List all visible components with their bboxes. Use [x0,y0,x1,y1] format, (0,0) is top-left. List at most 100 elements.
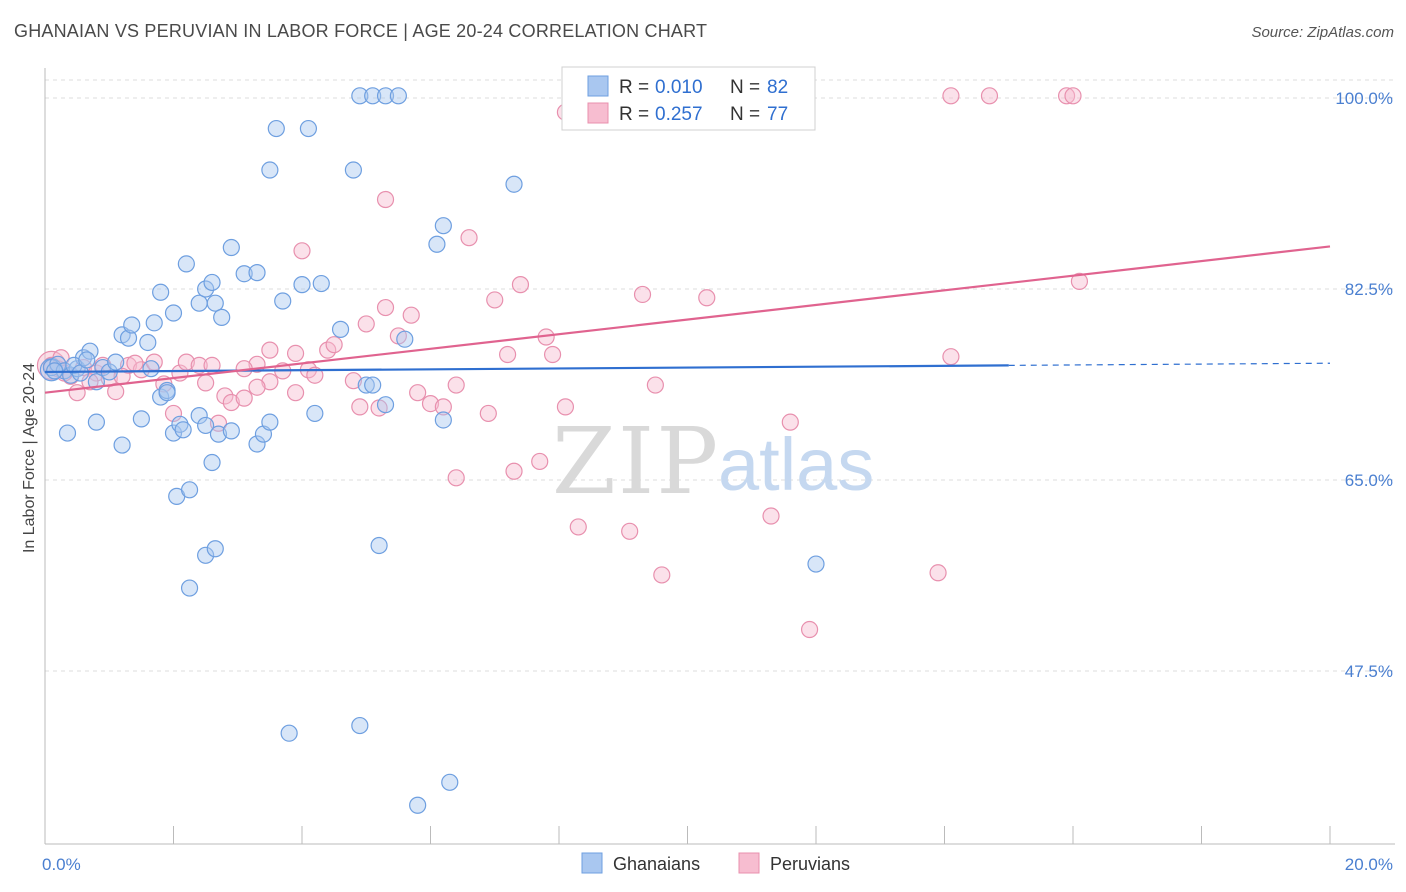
peruvians-points [36,87,1089,639]
peruvians-point [762,507,780,525]
ghanaians-point [177,255,195,273]
peruvians-point [376,190,395,209]
peruvians-point [499,345,517,364]
ghanaians-point [171,415,189,433]
y-tick-label: 47.5% [1345,662,1393,681]
ghanaians-point [222,422,240,440]
legend-box: R = 0.010 N = 82 R = 0.257 N = 77 [561,66,816,131]
y-axis-label: In Labor Force | Age 20-24 [21,363,38,553]
ghanaians-point [174,421,192,439]
legend-n-value-1: 82 [767,77,788,98]
ghanaians-point [299,119,318,138]
peruvians-point [980,87,999,105]
peruvians-point [248,378,266,396]
peruvians-point [216,387,234,405]
peruvians-point [197,374,215,392]
ghanaians-point [206,540,224,558]
ghanaians-point [376,396,395,414]
ghanaians-points [39,87,825,814]
ghanaians-point [123,316,141,334]
peruvians-point [402,306,420,324]
ghanaians-point [351,87,369,105]
ghanaians-point [505,175,523,193]
ghanaians-point [164,424,183,442]
ghanaians-point [78,351,96,369]
ghanaians-point [142,360,160,378]
ghanaians-point [306,404,324,423]
peruvians-point [942,87,960,105]
watermark: ZIP atlas [552,408,874,515]
ghanaians-point [206,294,224,312]
bottom-legend-ghanaians: Ghanaians [613,854,700,874]
peruvians-point [261,341,279,359]
ghanaians-trend-extension [1008,362,1331,366]
peruvians-point [325,336,343,354]
peruvians-point [447,469,465,487]
ghanaians-point [344,161,362,179]
ghanaians-point [197,546,215,564]
ghanaians-point [248,264,266,282]
peruvians-point [126,354,144,372]
ghanaians-point [180,481,199,499]
peruvians-point [800,620,819,639]
legend-swatch-peruvians [587,102,609,124]
ghanaians-point [152,283,170,301]
ghanaians-point [222,238,240,257]
source-note: Source: ZipAtlas.com [1251,24,1394,41]
peruvians-point [653,566,671,584]
legend-r-value-2: 0.257 [655,104,703,125]
peruvians-point [222,393,240,412]
ghanaians-point [248,435,266,453]
ghanaians-point [139,333,157,352]
peruvians-trend-line [44,245,1331,394]
legend-r-label-2: R = [619,104,649,125]
x-tick-label: 20.0% [1345,855,1393,874]
peruvians-point [409,384,427,402]
peruvians-point [698,289,716,307]
peruvians-point [929,564,947,582]
ghanaians-point [331,320,350,338]
peruvians-point [164,404,183,423]
ghanaians-point [434,411,452,429]
ghanaians-point [81,342,99,360]
ghanaians-point [364,87,382,105]
ghanaians-point [203,273,221,292]
ghanaians-point [370,536,388,555]
ghanaians-point [280,724,298,742]
legend-r-value-1: 0.010 [655,77,703,98]
ghanaians-point [261,413,279,431]
ghanaians-point [197,416,215,435]
watermark-zip: ZIP [552,408,720,515]
ghanaians-point [389,87,407,105]
trend-lines [44,245,1331,394]
y-tick-label: 65.0% [1345,471,1393,490]
bottom-legend: Ghanaians Peruvians [581,852,850,874]
legend-swatch-ghanaians [587,75,609,97]
ghanaians-point [312,274,330,293]
axes [44,68,1395,845]
ghanaians-point [203,453,221,472]
ghanaians-point [441,773,459,791]
ghanaians-point [164,304,183,322]
ghanaians-point [428,235,446,253]
peruvians-point [1070,272,1089,290]
peruvians-point [531,452,549,471]
peruvians-point [351,398,369,416]
y-tick-label: 100.0% [1335,89,1393,108]
peruvians-point [646,376,664,394]
ghanaians-point [434,217,452,235]
peruvians-point [344,372,362,390]
ghanaians-point [364,376,382,394]
ghanaians-point [409,796,427,814]
legend-n-label-2: N = [730,104,760,125]
peruvians-point [486,291,504,309]
legend-n-label-1: N = [730,77,760,98]
ghanaians-point [293,276,311,294]
ghanaians-point [87,413,106,431]
peruvians-point [505,462,523,480]
ghanaians-point [213,308,231,326]
ghanaians-point [261,161,279,179]
watermark-atlas: atlas [718,423,874,506]
peruvians-point [543,345,562,364]
peruvians-point [434,398,452,416]
